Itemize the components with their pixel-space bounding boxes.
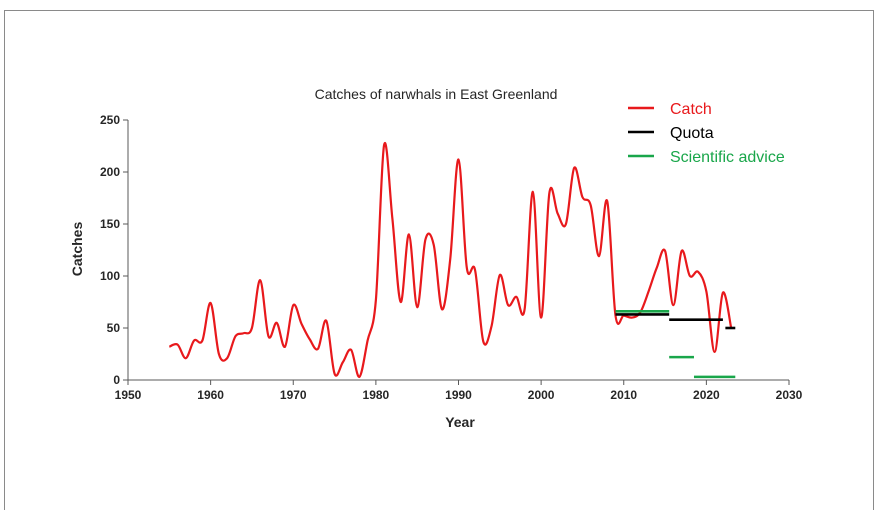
y-tick-label: 100 (100, 269, 120, 283)
x-tick-label: 1980 (363, 388, 390, 402)
x-tick-label: 1960 (197, 388, 224, 402)
series-layer (169, 143, 735, 377)
x-tick-label: 1990 (445, 388, 472, 402)
legend-label-scientific-advice: Scientific advice (670, 149, 785, 166)
legend-label-catch: Catch (670, 101, 712, 118)
x-tick-label: 2010 (610, 388, 637, 402)
x-tick-label: 2030 (776, 388, 803, 402)
x-tick-label: 2020 (693, 388, 720, 402)
x-axis-label: Year (445, 414, 475, 430)
y-tick-label: 200 (100, 165, 120, 179)
series-line-catch (169, 143, 731, 377)
x-tick-label: 1970 (280, 388, 307, 402)
y-tick-label: 150 (100, 217, 120, 231)
legend-label-quota: Quota (670, 125, 714, 142)
chart-title: Catches of narwhals in East Greenland (315, 86, 558, 102)
legend: Catch Quota Scientific advice (628, 101, 785, 166)
y-tick-label: 250 (100, 113, 120, 127)
y-tick-label: 50 (107, 321, 121, 335)
y-tick-label: 0 (113, 373, 120, 387)
x-tick-label: 2000 (528, 388, 555, 402)
x-tick-label: 1950 (115, 388, 142, 402)
y-axis-label: Catches (69, 222, 85, 277)
